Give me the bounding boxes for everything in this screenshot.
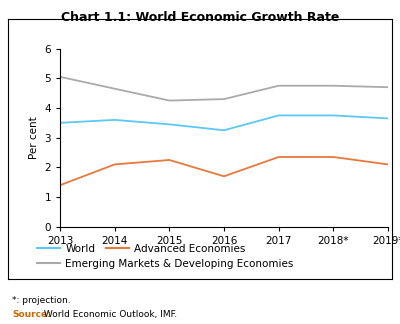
Y-axis label: Per cent: Per cent	[29, 116, 39, 159]
Legend: World, Advanced Economies: World, Advanced Economies	[37, 244, 245, 254]
Text: World Economic Outlook, IMF.: World Economic Outlook, IMF.	[41, 310, 177, 319]
Legend: Emerging Markets & Developing Economies: Emerging Markets & Developing Economies	[37, 259, 294, 269]
Text: *: projection.: *: projection.	[12, 296, 71, 306]
Text: Source:: Source:	[12, 310, 51, 319]
Text: Chart 1.1: World Economic Growth Rate: Chart 1.1: World Economic Growth Rate	[61, 11, 339, 24]
